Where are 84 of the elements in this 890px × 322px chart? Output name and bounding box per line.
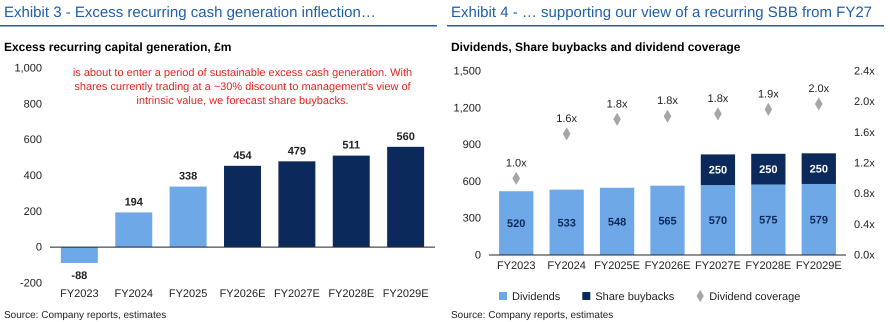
data-label: 194 (124, 196, 144, 208)
y-tick-label: 0 (474, 250, 481, 262)
data-label: 1.9x (758, 88, 780, 100)
bar (60, 247, 98, 263)
x-tick-label: FY2024 (547, 260, 586, 272)
x-tick-label: FY2023 (496, 260, 536, 272)
source-note: Source: Company reports, estimates (451, 310, 614, 321)
y-tick-label: -200 (20, 278, 42, 290)
bar (387, 146, 424, 248)
x-tick-label: FY2023 (60, 288, 99, 300)
data-label: 548 (608, 216, 626, 228)
data-label: 454 (233, 150, 253, 162)
y2-tick-label: 1.6x (854, 126, 876, 139)
x-tick-label: FY2027E (274, 288, 320, 300)
y-tick-label: 600 (462, 176, 481, 188)
bar (499, 191, 534, 255)
x-tick-label: FY2026E (644, 260, 690, 272)
data-label: 570 (708, 215, 728, 228)
bar (650, 186, 685, 255)
bar (751, 154, 786, 184)
data-label: 479 (288, 145, 306, 158)
y-tick-label: 800 (24, 98, 42, 110)
source-note: Source: Company reports, estimates (4, 310, 166, 321)
y2-tick-label: 0.8x (854, 188, 876, 200)
x-tick-label: FY2027E (694, 260, 741, 272)
legend-label: Dividend coverage (709, 291, 800, 303)
bar (600, 188, 634, 255)
x-tick-label: FY2028E (745, 260, 792, 272)
y2-tick-label: 2.0x (854, 96, 876, 108)
data-label: 575 (759, 214, 778, 227)
data-label: 338 (178, 170, 198, 183)
chart-subtitle: Dividends, Share buybacks and dividend coverage (451, 40, 741, 54)
data-label: 250 (708, 164, 728, 177)
y-tick-label: 0 (36, 242, 42, 254)
bar (700, 185, 736, 255)
y-tick-label: 400 (24, 170, 42, 182)
data-label: 1.8x (606, 98, 628, 110)
y-tick-label: 600 (24, 134, 42, 146)
chart-subtitle: Excess recurring capital generation, £m (4, 40, 232, 54)
y-tick-label: 300 (462, 212, 481, 225)
data-label: 560 (396, 130, 415, 143)
y-tick-label: 200 (24, 206, 42, 218)
data-label: 250 (810, 164, 828, 176)
bar (170, 186, 207, 248)
y2-tick-label: 2.4x (854, 66, 876, 78)
bar (802, 184, 836, 255)
y2-tick-label: 0.4x (854, 218, 876, 231)
data-label: 1.8x (708, 92, 729, 105)
data-label: 579 (810, 214, 828, 226)
y2-tick-label: 0.0x (854, 250, 876, 262)
x-tick-label: FY2025 (168, 288, 208, 300)
data-label: 1.0x (506, 157, 528, 170)
chart-title: Exhibit 4 - … supporting our view of a recurring SBB from FY27 (451, 4, 872, 21)
bar (115, 212, 152, 248)
y-tick-label: 1,000 (14, 62, 42, 75)
x-tick-label: FY2026E (220, 288, 266, 300)
bar (550, 190, 584, 255)
data-label: 1.6x (556, 112, 578, 125)
data-label: 511 (342, 140, 360, 152)
y-tick-label: 1,500 (453, 66, 481, 78)
annotation: is about to enter a period of sustainable excess cash generation. With shares currently trading at a ~30% discount to management's view of intrinsic value, we forecast share buybacks. (72, 67, 412, 107)
y-tick-label: 900 (462, 139, 481, 152)
data-label: 565 (658, 215, 677, 228)
legend-label: Share buybacks (595, 291, 675, 303)
legend-label: Dividends (512, 291, 561, 303)
data-label: 520 (507, 218, 526, 230)
y2-tick-label: 1.2x (854, 158, 876, 170)
data-label: 533 (557, 217, 576, 230)
bar (751, 184, 786, 255)
y-tick-label: 1,200 (453, 102, 481, 114)
x-tick-label: FY2025E (594, 260, 640, 272)
bar (802, 153, 836, 184)
x-tick-label: FY2024 (114, 288, 154, 300)
data-label: 250 (759, 164, 778, 176)
x-tick-label: FY2028E (328, 288, 374, 300)
chart-title: Exhibit 3 - Excess recurring cash generation inflection… (4, 4, 376, 21)
data-label: 2.0x (808, 82, 830, 95)
bar (278, 161, 316, 248)
data-label: -88 (71, 270, 88, 282)
x-tick-label: FY2029E (382, 288, 429, 300)
bar (332, 156, 370, 248)
x-tick-label: FY2029E (796, 260, 842, 272)
data-label: 1.8x (657, 95, 678, 108)
bar (224, 166, 261, 248)
